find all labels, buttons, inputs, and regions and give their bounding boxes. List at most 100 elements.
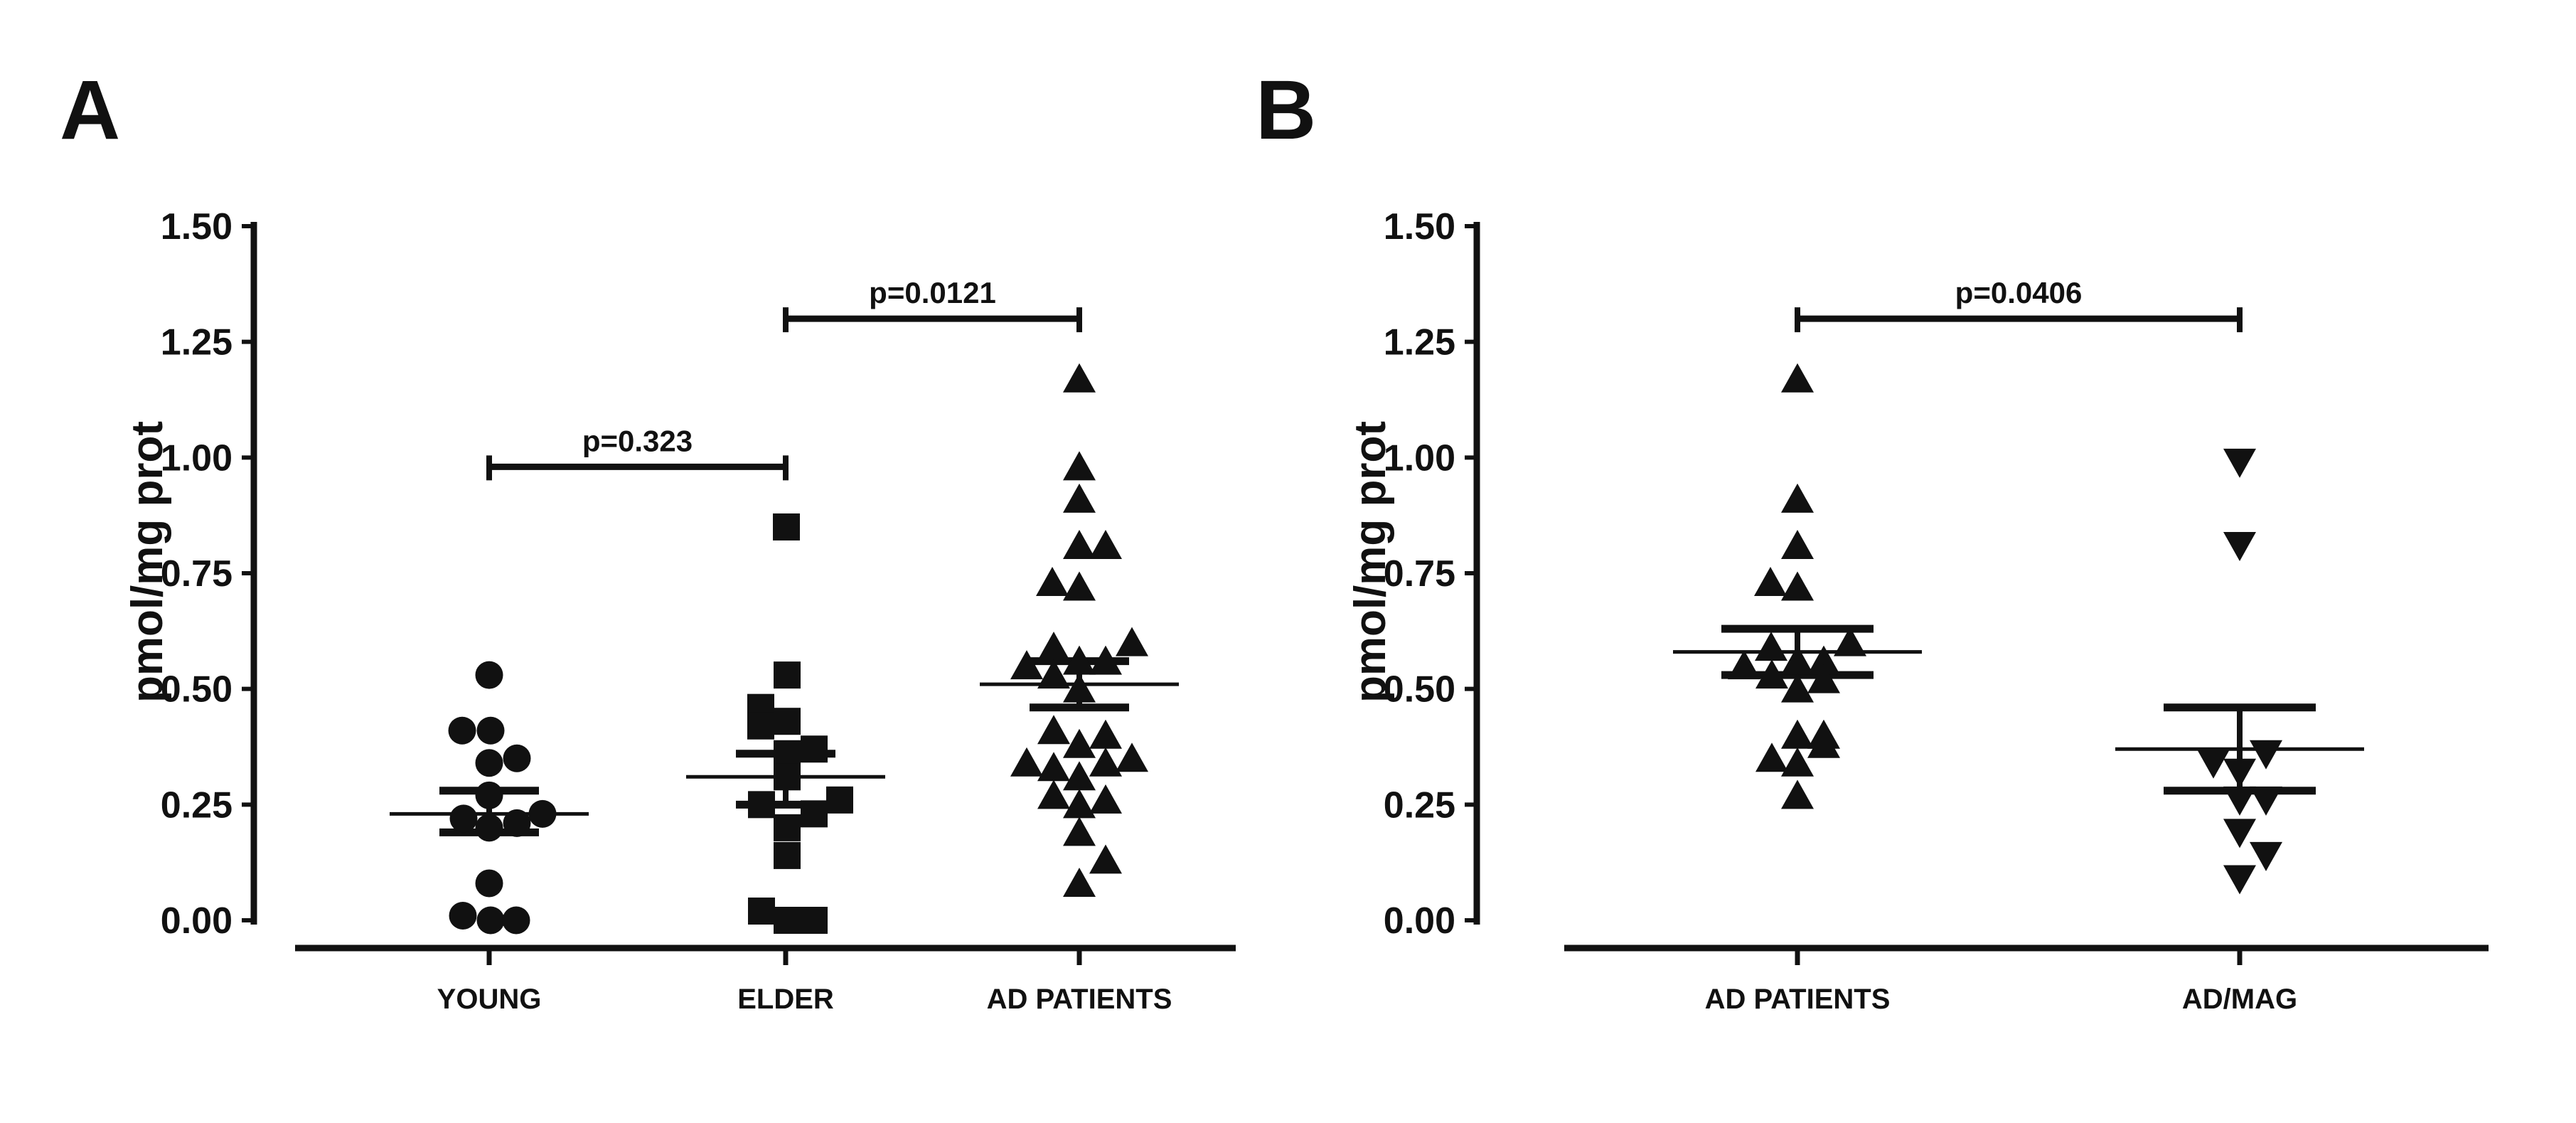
panel-b-label: B xyxy=(1256,63,1317,157)
circle-marker xyxy=(475,661,503,689)
y-axis-title: pmol/mg prot xyxy=(1346,421,1395,703)
triangle-up-marker xyxy=(1089,747,1122,777)
y-tick-label: 1.00 xyxy=(161,437,233,479)
square-marker xyxy=(774,814,801,841)
square-marker xyxy=(774,841,801,869)
square-marker xyxy=(774,708,801,735)
triangle-up-marker xyxy=(1781,529,1814,559)
triangle-up-marker xyxy=(1089,844,1122,874)
triangle-up-marker xyxy=(1037,752,1070,782)
y-tick-label: 1.25 xyxy=(1384,322,1455,363)
triangle-down-marker xyxy=(2250,841,2282,871)
triangle-up-marker xyxy=(1116,743,1148,772)
triangle-up-marker xyxy=(1089,784,1122,814)
triangle-up-marker xyxy=(1037,715,1070,745)
panel-a-label: A xyxy=(60,63,121,157)
triangle-up-marker xyxy=(1089,719,1122,749)
y-tick-label: 0.50 xyxy=(1384,669,1455,710)
circle-marker xyxy=(449,901,477,930)
x-category-label: YOUNG xyxy=(437,984,542,1015)
y-tick-label: 0.75 xyxy=(161,553,233,595)
triangle-up-marker xyxy=(1781,747,1814,777)
triangle-up-marker xyxy=(1063,529,1096,559)
triangle-down-marker xyxy=(2223,448,2256,478)
triangle-up-marker xyxy=(1063,645,1096,675)
square-marker xyxy=(826,786,853,814)
square-marker xyxy=(774,907,801,934)
triangle-up-marker xyxy=(1755,632,1787,661)
triangle-up-marker xyxy=(1755,659,1788,689)
triangle-up-marker xyxy=(1754,567,1787,597)
triangle-up-marker xyxy=(1063,673,1096,703)
y-tick-label: 1.00 xyxy=(1384,437,1455,479)
y-axis-title: pmol/mg prot xyxy=(123,421,172,703)
square-marker xyxy=(774,661,801,689)
square-marker xyxy=(748,791,775,819)
triangle-up-marker xyxy=(1834,627,1866,656)
circle-marker xyxy=(503,809,531,837)
triangle-down-marker xyxy=(2223,819,2256,848)
triangle-up-marker xyxy=(1807,645,1840,675)
circle-marker xyxy=(475,869,503,898)
triangle-up-marker xyxy=(1116,627,1148,656)
triangle-up-marker xyxy=(1089,645,1122,675)
p-value-label: p=0.0406 xyxy=(1955,276,2083,309)
triangle-up-marker xyxy=(1089,529,1122,559)
square-marker xyxy=(773,513,800,541)
triangle-up-marker xyxy=(1781,645,1814,675)
triangle-down-marker xyxy=(2223,865,2256,895)
y-tick-label: 0.25 xyxy=(1384,784,1455,826)
triangle-down-marker xyxy=(2223,758,2256,788)
triangle-down-marker xyxy=(2223,786,2256,816)
x-category-label: AD PATIENTS xyxy=(987,984,1172,1015)
triangle-up-marker xyxy=(1063,816,1096,846)
triangle-up-marker xyxy=(1781,779,1814,809)
triangle-up-marker xyxy=(1036,567,1069,597)
x-category-label: ELDER xyxy=(737,984,834,1015)
triangle-up-marker xyxy=(1063,571,1096,601)
triangle-down-marker xyxy=(2223,531,2256,561)
square-marker xyxy=(748,897,775,925)
triangle-up-marker xyxy=(1755,743,1788,772)
triangle-up-marker xyxy=(1781,719,1814,749)
triangle-down-marker xyxy=(2197,749,2230,779)
triangle-up-marker xyxy=(1037,779,1070,809)
y-tick-label: 1.50 xyxy=(161,206,233,248)
circle-marker xyxy=(476,716,505,745)
triangle-up-marker xyxy=(1781,483,1814,513)
p-value-label: p=0.0121 xyxy=(869,276,996,309)
square-marker xyxy=(801,735,828,763)
triangle-up-marker xyxy=(1010,650,1043,680)
triangle-up-marker xyxy=(1781,571,1814,601)
circle-marker xyxy=(448,716,476,745)
y-tick-label: 1.25 xyxy=(161,322,233,363)
square-marker xyxy=(774,740,801,767)
triangle-up-marker xyxy=(1063,789,1096,819)
triangle-up-marker xyxy=(1063,728,1096,758)
triangle-up-marker xyxy=(1037,632,1070,661)
y-tick-label: 1.50 xyxy=(1384,206,1455,248)
x-category-label: AD PATIENTS xyxy=(1705,984,1891,1015)
square-marker xyxy=(801,800,828,828)
p-value-label: p=0.323 xyxy=(582,424,693,457)
triangle-up-marker xyxy=(1063,483,1096,513)
y-tick-label: 0.75 xyxy=(1384,553,1455,595)
triangle-up-marker xyxy=(1037,659,1070,689)
triangle-down-marker xyxy=(2250,740,2282,770)
y-tick-label: 0.50 xyxy=(161,669,233,710)
circle-marker xyxy=(475,781,503,809)
triangle-up-marker xyxy=(1728,650,1760,680)
triangle-up-marker xyxy=(1063,761,1096,791)
triangle-up-marker xyxy=(1781,363,1814,393)
square-marker xyxy=(747,712,774,740)
square-marker xyxy=(774,763,801,791)
circle-marker xyxy=(475,814,503,842)
triangle-up-marker xyxy=(1781,673,1814,703)
y-tick-label: 0.00 xyxy=(161,900,233,942)
circle-marker xyxy=(502,906,530,935)
triangle-up-marker xyxy=(1063,363,1096,393)
triangle-up-marker xyxy=(1807,664,1840,693)
triangle-up-marker xyxy=(1807,728,1840,758)
